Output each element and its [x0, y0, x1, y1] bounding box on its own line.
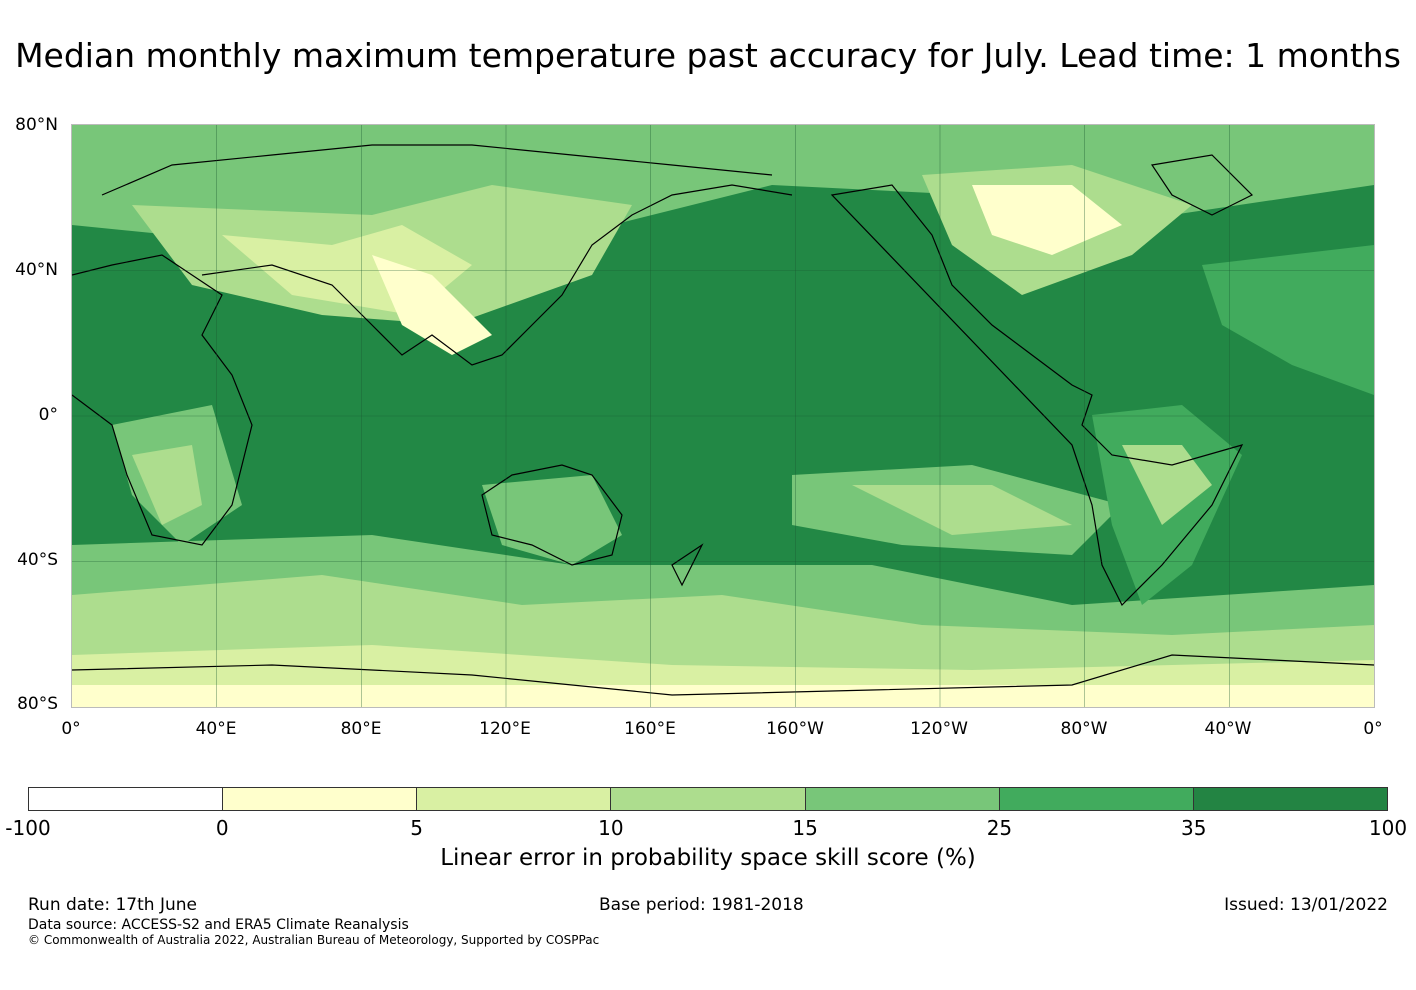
base-period: Base period: 1981-2018 [599, 895, 804, 915]
antarctica-coastline [72, 654, 1374, 696]
map-canvas [72, 125, 1374, 707]
asia-lowest-skill [372, 255, 492, 355]
colorbar [28, 787, 1388, 811]
lon-label-120e: 120°E [479, 719, 531, 739]
lon-label-80e: 80°E [340, 719, 382, 739]
colorbar-tick-label: 0 [215, 816, 229, 840]
lon-label-160e: 160°E [624, 719, 676, 739]
colorbar-segment-6 [1193, 788, 1387, 810]
south-america-low-skill [1122, 445, 1212, 525]
africa-coastline [72, 254, 253, 546]
greenland-coastline [1150, 154, 1254, 216]
colorbar-segment-1 [223, 788, 418, 810]
map-title: Median monthly maximum temperature past … [15, 36, 1401, 75]
colorbar-tick-label: 10 [598, 816, 624, 840]
colorbar-tick-label: -100 [5, 816, 51, 840]
lat-label-80s: 80°S [17, 694, 58, 714]
colorbar-tick-label: 35 [1180, 816, 1207, 840]
lon-label-40w: 40°W [1204, 719, 1252, 739]
antarctic-lowest-band [72, 685, 1374, 707]
lat-label-40s: 40°S [17, 550, 58, 570]
lat-label-40n: 40°N [15, 260, 58, 280]
southern-africa-low-skill [132, 445, 202, 525]
colorbar-tick-label: 25 [986, 816, 1013, 840]
australia-skill [482, 475, 622, 565]
gridlines [72, 125, 1374, 707]
colorbar-tick-label: 100 [1368, 816, 1408, 840]
colorbar-segment-5 [999, 788, 1194, 810]
lon-label-160w: 160°W [766, 719, 824, 739]
colorbar-tick-label: 5 [410, 816, 423, 840]
colorbar-segment-2 [417, 788, 612, 810]
lon-label-40e: 40°E [195, 719, 237, 739]
lon-label-0-right: 0° [1363, 719, 1383, 739]
eurasia-north-coastline [101, 144, 773, 196]
lat-label-equator: 0° [38, 405, 58, 425]
copyright: © Commonwealth of Australia 2022, Austra… [28, 933, 600, 947]
skill-score-map [71, 124, 1375, 708]
colorbar-segment-4 [805, 788, 1000, 810]
colorbar-segment-3 [611, 788, 806, 810]
lon-label-120w: 120°W [910, 719, 968, 739]
lat-label-80n: 80°N [15, 115, 58, 135]
colorbar-label: Linear error in probability space skill … [440, 845, 976, 871]
colorbar-segment-0 [29, 788, 224, 810]
americas-coastline [830, 184, 1244, 607]
lon-label-80w: 80°W [1060, 719, 1108, 739]
south-pacific-low-band [852, 485, 1072, 535]
data-source: Data source: ACCESS-S2 and ERA5 Climate … [28, 917, 409, 933]
atlantic-skill-patch [1202, 245, 1374, 395]
issued-date: Issued: 13/01/2022 [1224, 895, 1388, 915]
colorbar-tick-label: 15 [792, 816, 818, 840]
eurasia-south-coastline [201, 184, 793, 366]
run-date: Run date: 17th June [28, 895, 197, 915]
new-zealand-coastline [671, 543, 704, 587]
coastlines [72, 144, 1374, 696]
australia-coastline [481, 464, 623, 566]
lon-label-0-left: 0° [61, 719, 81, 739]
